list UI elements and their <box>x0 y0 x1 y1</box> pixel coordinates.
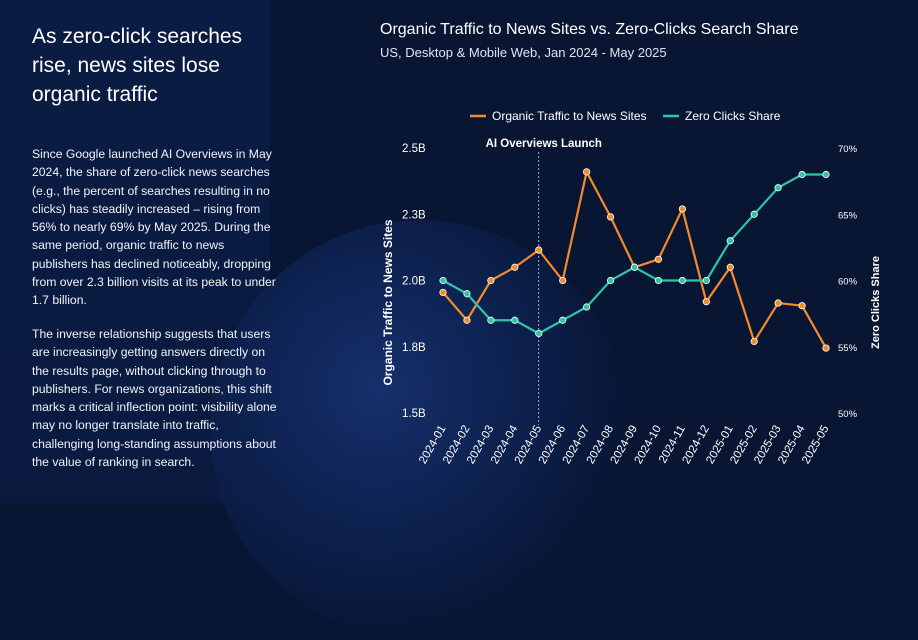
data-point-2 <box>630 263 639 271</box>
data-point-1 <box>654 255 663 263</box>
y-tick-label: 2.5B <box>402 143 426 155</box>
y-tick-label: 1.8B <box>402 342 426 354</box>
data-point-1 <box>702 298 710 306</box>
y2-tick-label: 60% <box>838 277 858 288</box>
y-tick-label: 1.5B <box>402 408 426 420</box>
data-point-1 <box>750 337 758 346</box>
data-point-1 <box>463 316 471 324</box>
data-point-1 <box>606 213 615 221</box>
y-tick-label: 2.3B <box>402 209 426 221</box>
annotation-label: AI Overviews Launch <box>486 138 602 150</box>
legend-label: Organic Traffic to News Sites <box>492 109 647 123</box>
paragraph-2: The inverse relationship suggests that u… <box>32 327 277 470</box>
data-point-1 <box>798 302 806 310</box>
data-point-2 <box>798 170 806 179</box>
data-point-2 <box>439 276 447 285</box>
data-point-1 <box>822 344 830 352</box>
y2-tick-label: 65% <box>838 210 858 221</box>
legend-label: Zero Clicks Share <box>685 109 781 123</box>
data-point-1 <box>535 246 543 254</box>
data-point-2 <box>535 329 543 338</box>
y-tick-label: 2.0B <box>402 276 426 288</box>
data-point-1 <box>726 263 734 271</box>
data-point-2 <box>606 276 615 285</box>
y-axis-title: Organic Traffic to News Sites <box>381 219 395 385</box>
data-point-2 <box>750 210 758 218</box>
data-point-2 <box>487 316 495 324</box>
series-line-2 <box>442 173 826 335</box>
paragraph-1: Since Google launched AI Overviews in Ma… <box>32 147 276 308</box>
chart-subtitle: US, Desktop & Mobile Web, Jan 2024 - May… <box>380 45 667 60</box>
data-point-2 <box>678 276 686 285</box>
chart-title: Organic Traffic to News Sites vs. Zero-C… <box>380 21 799 38</box>
data-point-1 <box>439 288 447 297</box>
y2-tick-label: 50% <box>838 409 858 420</box>
data-point-2 <box>583 303 591 311</box>
data-point-2 <box>726 237 734 245</box>
data-point-1 <box>511 263 519 271</box>
line-chart: 1.5B 1.8B 2.0B 2.3B 2.5B 50% 55% 60% 65% 70% Organ… <box>381 109 882 466</box>
left-text-panel: As zero-click searches rise, news sites … <box>32 22 282 109</box>
data-point-2 <box>559 316 567 324</box>
y2-axis-title: Zero Clicks Share <box>870 256 882 349</box>
data-point-2 <box>822 170 830 179</box>
data-point-1 <box>583 168 591 176</box>
data-point-1 <box>487 276 495 285</box>
data-point-2 <box>654 276 663 285</box>
data-point-2 <box>774 184 782 192</box>
data-point-1 <box>559 276 567 285</box>
y2-tick-label: 55% <box>838 343 858 354</box>
data-point-2 <box>702 276 710 285</box>
y2-tick-label: 70% <box>838 144 858 155</box>
data-point-1 <box>678 205 686 213</box>
data-point-2 <box>463 290 471 298</box>
headline: As zero-click searches rise, news sites … <box>32 25 243 106</box>
data-point-2 <box>511 316 519 324</box>
data-point-1 <box>774 299 782 307</box>
